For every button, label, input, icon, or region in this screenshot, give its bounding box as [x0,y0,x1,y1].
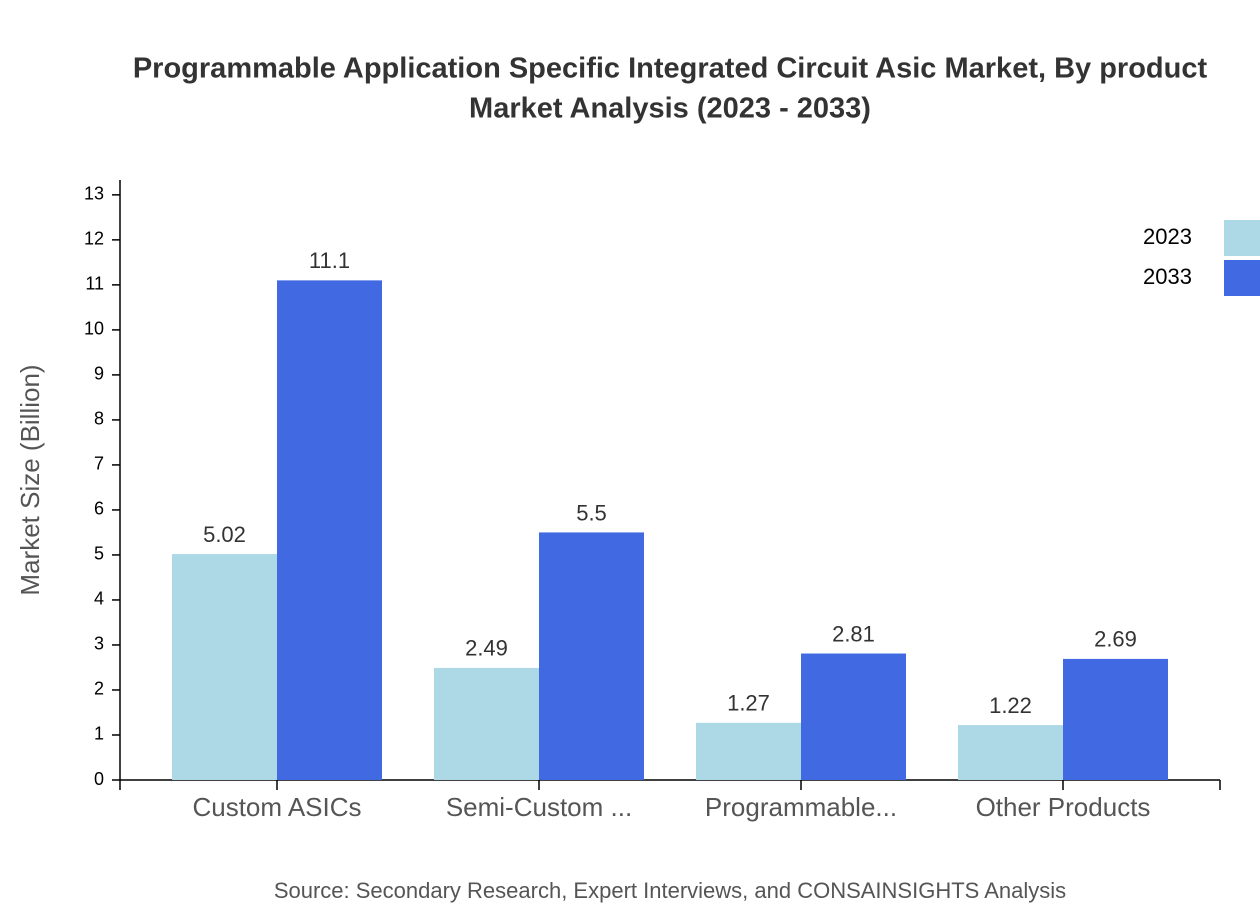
value-label: 5.5 [576,500,607,525]
y-tick-label: 2 [94,679,104,699]
bar [539,532,644,780]
x-tick-label: Custom ASICs [192,792,361,822]
y-tick-label: 10 [84,319,104,339]
bar [801,653,906,780]
value-label: 2.69 [1094,627,1137,652]
y-tick-label: 9 [94,364,104,384]
source-note: Source: Secondary Research, Expert Inter… [274,878,1066,903]
y-tick-label: 8 [94,409,104,429]
y-tick-label: 1 [94,724,104,744]
value-label: 2.49 [465,636,508,661]
x-tick-label: Other Products [976,792,1151,822]
value-label: 11.1 [309,248,350,273]
value-label: 2.81 [832,621,875,646]
x-tick-label: Semi-Custom ... [446,792,632,822]
value-label: 5.02 [203,522,246,547]
value-label: 1.22 [989,693,1032,718]
y-tick-label: 11 [85,274,104,294]
x-tick-label: Programmable... [705,792,897,822]
value-label: 1.27 [727,691,770,716]
chart-title: Programmable Application Specific Integr… [133,53,1208,85]
bar [434,667,539,780]
y-tick-label: 6 [94,499,104,519]
bar [277,280,382,780]
y-tick-label: 4 [94,589,104,609]
legend-swatch [1224,260,1260,296]
legend-swatch [1224,220,1260,256]
bar [172,554,277,780]
y-axis-label: Market Size (Billion) [15,364,45,595]
y-tick-label: 12 [84,229,104,249]
y-tick-label: 7 [94,454,104,474]
chart-title: Market Analysis (2023 - 2033) [469,93,871,125]
y-tick-label: 3 [94,634,104,654]
bar [1063,658,1168,780]
bar [696,722,801,780]
legend-label: 2033 [1143,264,1192,289]
y-tick-label: 0 [94,769,104,789]
bar [958,725,1063,780]
legend-label: 2023 [1143,224,1192,249]
y-tick-label: 13 [84,184,104,204]
y-tick-label: 5 [94,544,104,564]
